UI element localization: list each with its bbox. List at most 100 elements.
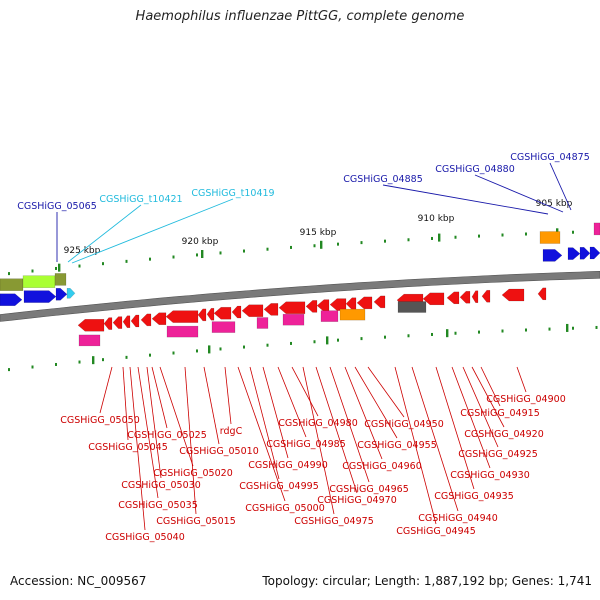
tick-mark xyxy=(384,239,386,243)
tick-mark xyxy=(501,233,504,237)
label-leader-line xyxy=(435,366,475,490)
tick-mark xyxy=(266,343,269,347)
gene-label: CGSHiGG_05050 xyxy=(60,415,140,426)
tick-mark xyxy=(431,236,433,240)
tick-mark xyxy=(290,245,292,249)
genome-backbone xyxy=(0,270,600,322)
gene-label: CGSHiGG_04975 xyxy=(294,516,374,527)
label-leader-line xyxy=(462,366,499,448)
label-leader-line xyxy=(302,366,335,515)
map-title: Haemophilus influenzae PittGG, complete … xyxy=(135,9,465,24)
label-leader-line xyxy=(382,184,549,215)
reverse-gene-arrow xyxy=(422,292,445,306)
reverse-gene-arrow xyxy=(130,314,140,328)
forward-gene-arrow xyxy=(589,246,600,260)
tick-mark xyxy=(31,269,34,273)
forward-gene-arrow xyxy=(579,247,591,260)
label-leader-line xyxy=(71,198,234,264)
accession-text: Accession: NC_009567 xyxy=(10,574,147,588)
reverse-gene-arrow xyxy=(537,287,547,301)
reverse-gene-arrow xyxy=(481,289,491,303)
tick-mark xyxy=(478,330,480,334)
tick-mark xyxy=(337,242,339,246)
tick-mark xyxy=(266,247,269,251)
reverse-gene-arrow xyxy=(316,299,330,312)
gene-label: CGSHiGG_04945 xyxy=(396,526,476,537)
genome-summary-text: Topology: circular; Length: 1,887,192 bp… xyxy=(262,574,592,588)
tick-mark xyxy=(431,332,433,336)
label-leader-line xyxy=(249,366,280,480)
reverse-gene-arrow xyxy=(278,301,306,315)
rrna-block xyxy=(256,317,269,329)
tick-mark xyxy=(172,255,175,259)
label-leader-line xyxy=(203,366,220,445)
forward-gene-arrow xyxy=(23,290,57,303)
tick-mark xyxy=(196,253,198,257)
tick-mark xyxy=(149,257,151,261)
rrna-block xyxy=(78,334,101,347)
tick-mark xyxy=(407,334,410,338)
tick-mark-major xyxy=(446,329,449,338)
reverse-gene-arrow xyxy=(140,313,152,327)
gene-label: CGSHiGG_04940 xyxy=(418,513,498,524)
label-leader-line xyxy=(159,366,194,467)
reverse-gene-arrow xyxy=(345,297,357,310)
tick-mark xyxy=(219,347,222,351)
label-leader-line xyxy=(411,366,459,512)
reverse-gene-arrow xyxy=(459,290,471,304)
label-leader-line xyxy=(151,366,168,429)
tick-mark xyxy=(8,272,10,276)
tick-mark xyxy=(125,355,128,359)
scale-label: 910 kbp xyxy=(418,214,455,224)
tick-mark xyxy=(78,360,81,364)
tick-mark xyxy=(478,234,480,238)
tick-mark xyxy=(172,351,175,355)
label-leader-line xyxy=(315,366,358,494)
forward-gene-arrow xyxy=(542,249,563,262)
gene-label: CGSHiGG_04875 xyxy=(510,152,590,163)
rrna-block xyxy=(166,325,199,338)
reverse-gene-arrow xyxy=(165,310,199,323)
rrna-block xyxy=(211,321,236,333)
gene-region-block xyxy=(54,273,67,286)
reverse-gene-arrow xyxy=(471,290,479,303)
label-leader-line xyxy=(394,366,437,525)
reverse-gene-arrow xyxy=(501,288,525,302)
tick-mark xyxy=(196,349,198,353)
tick-mark xyxy=(595,325,598,329)
gene-label: CGSHiGG_05015 xyxy=(156,516,236,527)
tick-mark-major xyxy=(201,250,204,259)
tick-mark xyxy=(454,331,457,335)
scale-label: 920 kbp xyxy=(182,237,219,247)
tick-mark-major xyxy=(92,356,95,365)
label-leader-line xyxy=(99,366,113,414)
gene-label: CGSHiGG_04960 xyxy=(342,461,422,472)
label-leader-line xyxy=(184,366,197,515)
gene-label: CGSHiGG_04885 xyxy=(343,174,423,185)
gene-label: CGSHiGG_04935 xyxy=(434,491,514,502)
tick-mark xyxy=(548,327,551,331)
gene-region-block xyxy=(0,278,24,291)
label-leader-line xyxy=(277,366,307,438)
reverse-gene-arrow xyxy=(356,296,373,310)
label-leader-line xyxy=(474,174,564,213)
tick-mark xyxy=(149,353,151,357)
tick-mark xyxy=(219,251,222,255)
reverse-gene-arrow xyxy=(373,295,386,309)
tick-mark xyxy=(125,259,128,263)
gene-label: CGSHiGG_04965 xyxy=(329,484,409,495)
label-leader-line xyxy=(354,366,398,439)
tick-mark-major xyxy=(438,233,441,242)
gene-label: CGSHiGG_04990 xyxy=(248,460,328,471)
scale-label: 915 kbp xyxy=(300,228,337,238)
forward-gene-arrow xyxy=(567,247,581,260)
tick-mark xyxy=(78,264,81,268)
label-leader-line xyxy=(549,162,572,211)
tick-mark xyxy=(290,341,292,345)
gene-label: CGSHiGG_05000 xyxy=(245,503,325,514)
tick-mark-major xyxy=(320,240,323,249)
label-leader-line xyxy=(224,366,232,425)
tick-mark xyxy=(243,345,245,349)
tick-mark xyxy=(572,230,574,234)
